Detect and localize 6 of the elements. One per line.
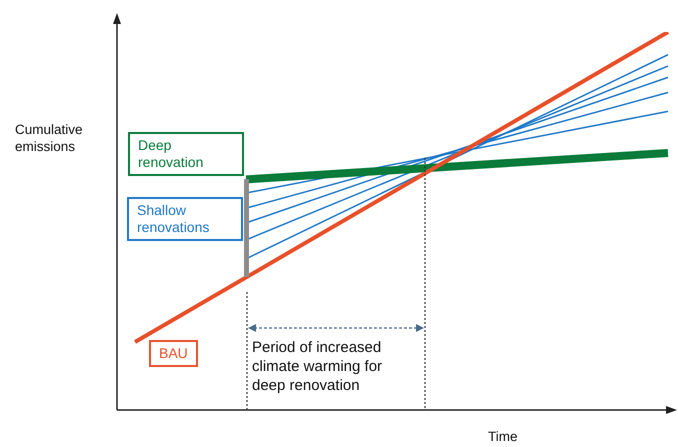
y-axis-title: Cumulative emissions <box>15 121 84 155</box>
text: Deep renovation <box>128 132 244 176</box>
x-axis-title: Time <box>488 428 518 445</box>
text: Shallow renovations <box>127 197 243 241</box>
annotation: Period of increased climate warming for deep renovation <box>252 338 382 395</box>
series-label: BAU <box>149 340 198 367</box>
